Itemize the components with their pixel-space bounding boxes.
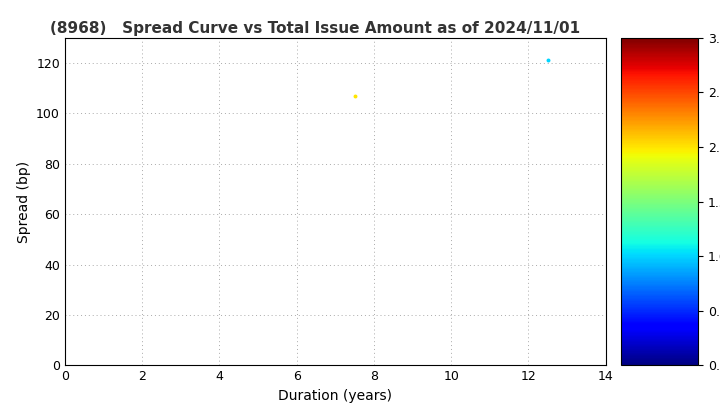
- X-axis label: Duration (years): Duration (years): [278, 389, 392, 403]
- Y-axis label: Spread (bp): Spread (bp): [17, 160, 30, 243]
- Point: [542, 57, 554, 64]
- Point: [348, 92, 360, 99]
- Text: (8968)   Spread Curve vs Total Issue Amount as of 2024/11/01: (8968) Spread Curve vs Total Issue Amoun…: [50, 21, 580, 36]
